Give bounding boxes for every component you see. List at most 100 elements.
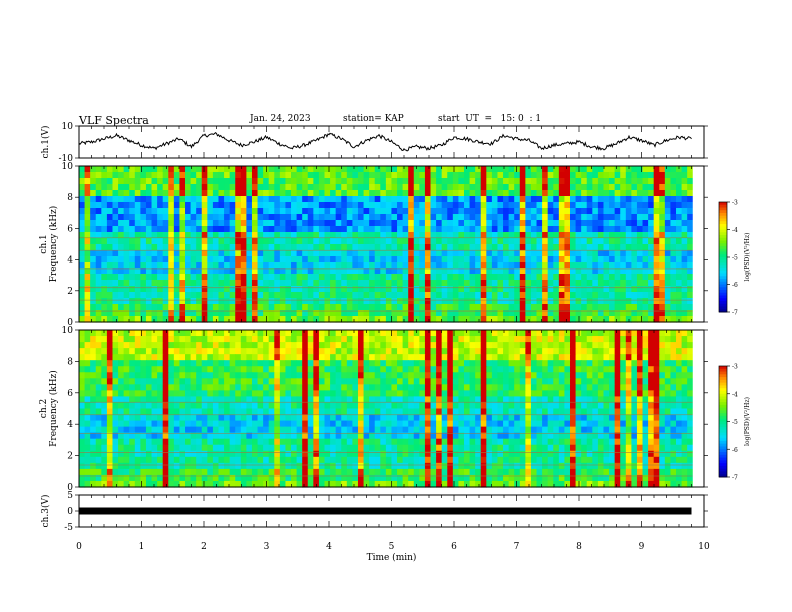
y-tick-label: 6: [67, 389, 73, 399]
colorbar-tick-label: -3: [732, 200, 738, 207]
x-tick-label: 10: [698, 542, 710, 552]
y-tick-label: 5: [67, 491, 73, 501]
station-label: station= KAP: [343, 114, 404, 124]
ch2-spectrogram-colorbar-segment: [719, 402, 727, 406]
ch2-spectrogram-colorbar-segment: [719, 404, 727, 409]
ch1-spectrogram-colorbar-segment: [719, 248, 727, 252]
ch2-spectrogram-colorbar-segment: [719, 471, 727, 475]
y-tick-label: 10: [62, 122, 74, 132]
ch2-spectrogram-colorbar-segment: [719, 435, 727, 439]
ch2-spectrogram-colorbar-segment: [719, 427, 727, 431]
ch2-spectrogram-ylabel: Frequency (kHz): [48, 370, 59, 447]
ch2-spectrogram-colorbar-segment: [719, 368, 727, 373]
y-tick-label: 2: [67, 287, 73, 297]
x-axis-label: Time (min): [367, 552, 417, 563]
x-tick-label: 9: [639, 542, 645, 552]
ch2-spectrogram-colorbar-segment: [719, 457, 727, 461]
ch2-spectrogram-colorbar-segment: [719, 440, 727, 445]
ch1-spectrogram-colorbar-segment: [719, 229, 727, 233]
x-tick-label: 1: [139, 542, 145, 552]
y-tick-label: 8: [67, 357, 73, 367]
ch1-spectrogram-colorbar-segment: [719, 259, 727, 263]
ch1-spectrogram-colorbar-segment: [719, 257, 727, 261]
ch1-spectrogram-colorbar-segment: [719, 298, 727, 302]
y-tick-label: 0: [67, 318, 73, 328]
ch1-spectrogram-colorbar-segment: [719, 207, 727, 211]
ch2-spectrogram-colorbar-segment: [719, 371, 727, 375]
ch2-spectrogram-colorbar-segment: [719, 377, 727, 381]
ch1-spectrogram-colorbar-segment: [719, 309, 727, 313]
ch1-spectrogram-colorbar-segment: [719, 224, 727, 228]
ch1-spectrogram-colorbar-segment: [719, 218, 727, 222]
ch2-spectrogram-colorbar-segment: [719, 407, 727, 411]
colorbar-tick-label: -5: [732, 255, 738, 262]
x-tick-label: 7: [514, 542, 520, 552]
ch1-spectrogram-colorbar-segment: [719, 295, 727, 299]
ch1-spectrogram-colorbar-segment: [719, 281, 727, 285]
ch1-spectrogram-colorbar-segment: [719, 251, 727, 255]
colorbar-tick-label: -5: [732, 419, 738, 426]
ch1-spectrogram-colorbar-segment: [719, 254, 727, 258]
ch1-spectrogram-colorbar-segment: [719, 237, 727, 241]
y-tick-label: 0: [67, 507, 73, 517]
ch2-spectrogram-colorbar-segment: [719, 382, 727, 386]
ch2-spectrogram-channel-label: ch.2: [39, 399, 49, 418]
y-tick-label: 2: [67, 452, 73, 462]
ch1-spectrogram-colorbar-segment: [719, 235, 727, 239]
start-time-label: start UT = 15: 0 : 1: [438, 114, 542, 124]
ch2-spectrogram-colorbar-segment: [719, 390, 727, 395]
colorbar-tick-label: -7: [732, 310, 738, 317]
ch2-spectrogram-colorbar-segment: [719, 388, 727, 392]
ch2-spectrogram-colorbar-segment: [719, 366, 727, 370]
ch3-ylabel: ch.3(V): [40, 495, 51, 528]
ch2-spectrogram-colorbar-segment: [719, 452, 727, 456]
colorbar-tick-label: -4: [732, 391, 738, 398]
ch2-spectrogram-colorbar-segment: [719, 424, 727, 428]
ch1-spectrogram-colorbar-segment: [719, 204, 727, 208]
ch1-spectrogram-colorbar-segment: [719, 279, 727, 283]
ch2-spectrogram-image: [79, 330, 704, 488]
ch1-spectrogram-colorbar-segment: [719, 290, 727, 294]
ch2-spectrogram-colorbar-label: log(PSD)(V²/Hz): [744, 397, 751, 446]
ch1-spectrogram-colorbar-segment: [719, 243, 727, 247]
date-label: Jan. 24, 2023: [250, 114, 311, 124]
ch2-spectrogram-colorbar-segment: [719, 421, 727, 425]
ch1-spectrogram-colorbar-segment: [719, 215, 727, 219]
ch1-ylabel: ch.1(V): [40, 126, 51, 159]
ch1-spectrogram-colorbar-segment: [719, 232, 727, 236]
colorbar-tick-label: -7: [732, 475, 738, 482]
ch1-spectrogram-colorbar-segment: [719, 210, 727, 214]
ch1-spectrogram-colorbar-segment: [719, 213, 727, 217]
ch1-spectrogram-colorbar-segment: [719, 287, 727, 291]
ch1-spectrogram-colorbar-segment: [719, 301, 727, 305]
ch1-spectrogram-colorbar-segment: [719, 306, 727, 310]
ch2-spectrogram-colorbar-segment: [719, 438, 727, 442]
ch2-spectrogram-colorbar-segment: [719, 396, 727, 400]
y-tick-label: 10: [62, 326, 74, 336]
y-tick-label: 0: [67, 483, 73, 493]
ch1-waveform-line: [78, 132, 692, 152]
x-tick-label: 0: [76, 542, 82, 552]
ch2-spectrogram-colorbar-segment: [719, 374, 727, 378]
ch2-spectrogram-colorbar-segment: [719, 446, 727, 450]
ch2-spectrogram-colorbar-segment: [719, 465, 727, 470]
ch1-spectrogram-colorbar-segment: [719, 265, 727, 269]
y-tick-label: -10: [59, 154, 74, 164]
ch2-spectrogram-colorbar-segment: [719, 474, 727, 478]
x-tick-label: 2: [201, 542, 207, 552]
ch1-spectrogram-colorbar-segment: [719, 246, 727, 250]
y-tick-label: 6: [67, 224, 73, 234]
ch2-spectrogram-colorbar-segment: [719, 432, 727, 436]
x-tick-label: 5: [389, 542, 395, 552]
ch2-spectrogram-colorbar-segment: [719, 454, 727, 459]
ch1-spectrogram-colorbar-segment: [719, 273, 727, 277]
ch1-spectrogram-colorbar-segment: [719, 268, 727, 272]
ch1-spectrogram-ylabel: Frequency (kHz): [48, 206, 59, 283]
ch1-spectrogram-image: [79, 166, 704, 323]
ch1-spectrogram-colorbar-segment: [719, 262, 727, 266]
ch1-spectrogram-colorbar-segment: [719, 226, 727, 230]
ch2-spectrogram-colorbar-segment: [719, 385, 727, 389]
chart-title: VLF Spectra: [79, 114, 149, 127]
x-tick-label: 4: [326, 542, 332, 552]
